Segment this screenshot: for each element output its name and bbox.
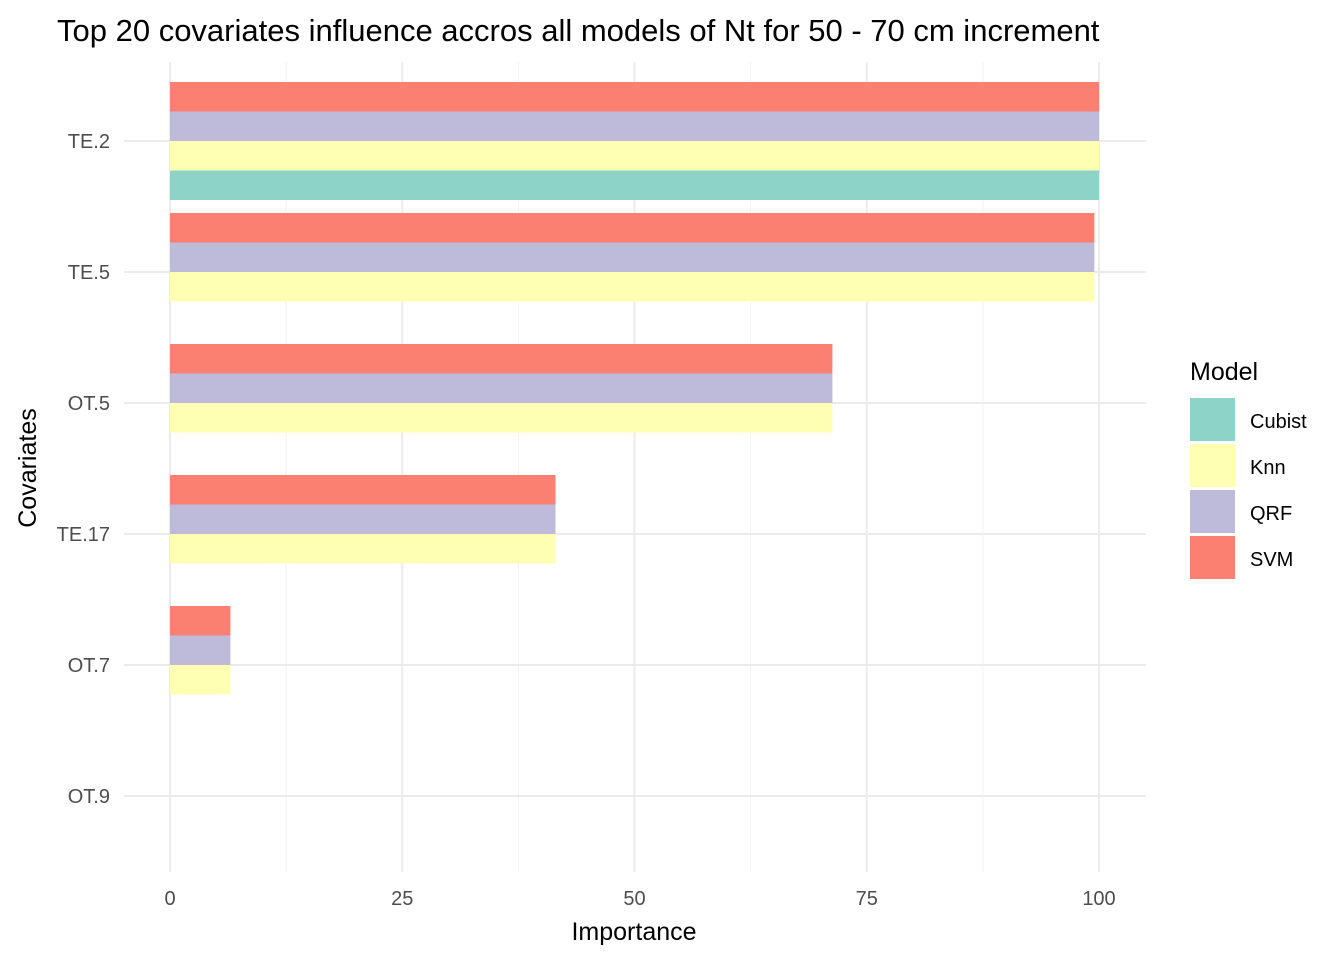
legend-items: Cubist Knn QRF SVM bbox=[1190, 398, 1307, 579]
legend-key-knn bbox=[1190, 444, 1235, 487]
bar-cubist-te-2 bbox=[170, 170, 1099, 200]
legend: Model Cubist Knn QRF SVM bbox=[1190, 358, 1307, 579]
y-tick-label: OT.7 bbox=[68, 655, 110, 677]
bar-qrf-te-2 bbox=[170, 111, 1099, 141]
bar-knn-te-5 bbox=[170, 272, 1095, 302]
bar-svm-te-5 bbox=[170, 213, 1095, 243]
x-tick-label: 75 bbox=[856, 888, 878, 910]
chart-title: Top 20 covariates influence accros all m… bbox=[57, 13, 1100, 48]
legend-label: SVM bbox=[1250, 549, 1293, 571]
y-tick-label: TE.2 bbox=[68, 131, 110, 153]
legend-label: Knn bbox=[1250, 457, 1286, 479]
bar-qrf-te-17 bbox=[170, 504, 556, 534]
x-axis-title: Importance bbox=[571, 918, 696, 946]
bar-svm-ot-7 bbox=[170, 606, 231, 636]
bar-svm-te-17 bbox=[170, 475, 556, 505]
bar-svm-te-2 bbox=[170, 82, 1099, 112]
y-tick-label: TE.5 bbox=[68, 262, 110, 284]
bar-knn-ot-7 bbox=[170, 665, 231, 695]
y-axis-title: Covariates bbox=[14, 408, 42, 528]
x-tick-label: 100 bbox=[1082, 888, 1115, 910]
x-tick-label: 50 bbox=[623, 888, 645, 910]
bar-knn-te-17 bbox=[170, 534, 556, 564]
legend-title: Model bbox=[1190, 358, 1258, 386]
y-tick-label: OT.9 bbox=[68, 786, 110, 808]
y-tick-label: TE.17 bbox=[57, 524, 110, 546]
bar-knn-te-2 bbox=[170, 141, 1099, 171]
x-axis-tick-labels: 0 25 50 75 100 bbox=[164, 888, 1115, 910]
bar-knn-ot-5 bbox=[170, 403, 833, 433]
legend-key-svm bbox=[1190, 536, 1235, 579]
y-axis-tick-labels: TE.2 TE.5 OT.5 TE.17 OT.7 OT.9 bbox=[57, 131, 110, 808]
legend-label: QRF bbox=[1250, 503, 1292, 525]
legend-key-cubist bbox=[1190, 398, 1235, 441]
bars bbox=[170, 82, 1099, 695]
x-tick-label: 0 bbox=[164, 888, 175, 910]
bar-qrf-te-5 bbox=[170, 242, 1095, 272]
legend-key-qrf bbox=[1190, 490, 1235, 533]
legend-label: Cubist bbox=[1250, 411, 1307, 433]
y-tick-label: OT.5 bbox=[68, 393, 110, 415]
x-tick-label: 25 bbox=[391, 888, 413, 910]
bar-qrf-ot-5 bbox=[170, 373, 833, 403]
bar-svm-ot-5 bbox=[170, 344, 833, 374]
bar-qrf-ot-7 bbox=[170, 635, 231, 665]
